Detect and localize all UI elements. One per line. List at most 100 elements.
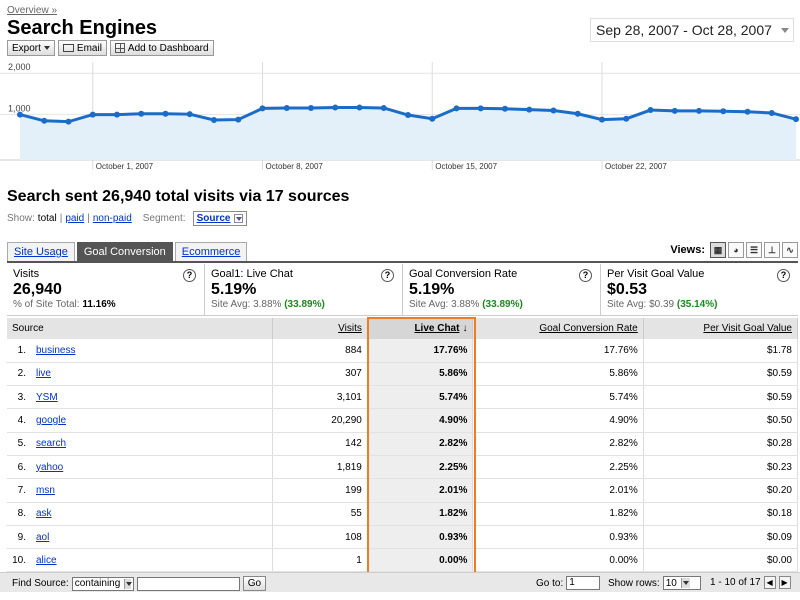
metric-conversion-rate: Goal Conversion Rate 5.19% Site Avg: 3.8… xyxy=(403,264,601,315)
help-icon[interactable]: ? xyxy=(777,269,790,282)
data-point xyxy=(720,108,727,115)
table-header-row: Source Visits Live Chat ↓ Goal Conversion… xyxy=(7,318,799,339)
dashboard-icon xyxy=(114,43,125,53)
col-live-chat-header[interactable]: Live Chat ↓ xyxy=(367,318,474,339)
sparkline-view-icon[interactable]: ∿ xyxy=(782,242,798,258)
goal-value-cell: $0.20 xyxy=(643,478,799,503)
show-nonpaid-link[interactable]: non-paid xyxy=(92,213,132,224)
page-title: Search Engines xyxy=(7,17,158,39)
email-button[interactable]: Email xyxy=(57,40,107,56)
data-point xyxy=(744,108,751,115)
source-link[interactable]: alice xyxy=(35,554,57,566)
x-tick-label: October 15, 2007 xyxy=(435,162,497,171)
source-link[interactable]: search xyxy=(35,438,66,450)
col-goal-value-header[interactable]: Per Visit Goal Value xyxy=(643,318,799,339)
data-point xyxy=(574,110,581,117)
source-cell: YSM xyxy=(30,385,274,410)
find-mode-select[interactable]: containing xyxy=(71,576,134,591)
goto-input[interactable]: 1 xyxy=(566,576,601,590)
sort-goal-value-link[interactable]: Per Visit Goal Value xyxy=(703,323,792,334)
data-point xyxy=(502,105,508,112)
toolbar: Export Email Add to Dashboard xyxy=(7,40,214,56)
help-icon[interactable]: ? xyxy=(183,269,196,282)
pie-view-icon[interactable]: ◕ xyxy=(728,242,744,258)
row-index: 8. xyxy=(7,502,31,526)
help-icon[interactable]: ? xyxy=(579,269,592,282)
data-point xyxy=(429,115,436,122)
breadcrumb[interactable]: Overview » xyxy=(7,5,57,16)
show-filter-bar: Show: total | paid | non-paid Segment: S… xyxy=(7,211,248,226)
live-chat-cell: 0.00% xyxy=(367,548,474,573)
goal-value-cell: $1.78 xyxy=(643,339,799,363)
tab-goal-conversion[interactable]: Goal Conversion xyxy=(76,242,173,261)
prev-page-icon[interactable]: ◀ xyxy=(763,576,776,589)
metric-per-visit-value: Per Visit Goal Value $0.53 Site Avg: $0.… xyxy=(601,264,798,315)
show-paid-link[interactable]: paid xyxy=(65,213,85,224)
data-point xyxy=(259,105,266,112)
show-rows-value: 10 xyxy=(665,577,677,589)
col-visits-header[interactable]: Visits xyxy=(272,318,368,339)
visits-chart[interactable]: 2,000 1,000 October 1, 2007 October 8, 2007… xyxy=(0,62,800,180)
source-link[interactable]: YSM xyxy=(35,391,58,403)
source-link[interactable]: ask xyxy=(35,508,52,520)
visits-cell: 55 xyxy=(272,502,368,526)
y-tick-label: 2,000 xyxy=(8,62,31,72)
source-cell: google xyxy=(30,408,274,433)
go-button[interactable]: Go xyxy=(242,576,267,591)
metric-name: Visits xyxy=(13,268,40,280)
source-link[interactable]: business xyxy=(35,344,76,356)
next-page-icon[interactable]: ▶ xyxy=(778,576,791,589)
metric-visits: Visits 26,940 % of Site Total: 11.16% ? xyxy=(7,264,205,315)
metric-sub: Site Avg: 3.88% (33.89%) xyxy=(409,299,594,310)
find-source-group: Find Source: containing Go xyxy=(12,576,267,591)
metrics-summary: Visits 26,940 % of Site Total: 11.16% ? … xyxy=(7,264,798,316)
date-range-selector[interactable]: Sep 28, 2007 - Oct 28, 2007 xyxy=(590,18,794,42)
tab-site-usage[interactable]: Site Usage xyxy=(7,242,75,261)
add-to-dashboard-button[interactable]: Add to Dashboard xyxy=(109,40,214,56)
source-link[interactable]: live xyxy=(35,368,51,380)
chevron-down-icon xyxy=(781,28,789,33)
sort-live-chat-link[interactable]: Live Chat xyxy=(414,323,460,334)
tab-ecommerce[interactable]: Ecommerce xyxy=(174,242,248,261)
data-point xyxy=(623,115,630,122)
source-cell: msn xyxy=(30,478,274,503)
views-label: Views: xyxy=(670,244,705,256)
col-conversion-rate-header[interactable]: Goal Conversion Rate xyxy=(472,318,644,339)
live-chat-cell: 17.76% xyxy=(367,339,474,363)
data-point xyxy=(356,104,363,111)
source-link[interactable]: aol xyxy=(35,531,50,543)
pagination-group: 1 - 10 of 17 ◀ ▶ xyxy=(710,576,791,589)
data-point xyxy=(283,104,290,111)
row-index: 5. xyxy=(7,432,31,456)
table-row: 6. yahoo 1,819 2.25% 2.25% $0.23 xyxy=(7,455,799,480)
sort-conversion-rate-link[interactable]: Goal Conversion Rate xyxy=(539,323,638,334)
date-range-text: Sep 28, 2007 - Oct 28, 2007 xyxy=(596,22,772,38)
data-point xyxy=(453,105,460,112)
help-icon[interactable]: ? xyxy=(381,269,394,282)
table-row: 10. alice 1 0.00% 0.00% $0.00 xyxy=(7,548,799,573)
goal-value-cell: $0.50 xyxy=(643,408,799,433)
data-point xyxy=(671,107,678,114)
source-link[interactable]: msn xyxy=(35,484,55,496)
segment-label: Segment: xyxy=(142,213,186,224)
show-rows-select[interactable]: 10 xyxy=(662,576,701,590)
live-chat-cell: 2.82% xyxy=(367,432,474,456)
source-link[interactable]: google xyxy=(35,415,67,427)
table-row: 4. google 20,290 4.90% 4.90% $0.50 xyxy=(7,408,799,433)
find-source-label: Find Source: xyxy=(12,578,69,589)
sort-visits-link[interactable]: Visits xyxy=(338,323,362,334)
segment-select[interactable]: Source xyxy=(192,211,248,226)
metric-sub: Site Avg: $0.39 (35.14%) xyxy=(607,299,792,310)
conversion-rate-cell: 2.01% xyxy=(472,478,644,503)
export-button[interactable]: Export xyxy=(7,40,55,56)
source-link[interactable]: yahoo xyxy=(35,461,64,473)
breadcrumb-overview-link[interactable]: Overview » xyxy=(7,5,58,16)
table-view-icon[interactable]: ▦ xyxy=(710,242,726,258)
goal-value-cell: $0.18 xyxy=(643,502,799,526)
row-index: 1. xyxy=(7,339,31,363)
bar-view-icon[interactable]: ☰ xyxy=(746,242,762,258)
find-source-input[interactable] xyxy=(136,576,240,591)
comparison-view-icon[interactable]: ⊥ xyxy=(764,242,780,258)
show-rows-label: Show rows: xyxy=(608,577,660,589)
metric-sub-value: 11.16% xyxy=(82,299,116,310)
